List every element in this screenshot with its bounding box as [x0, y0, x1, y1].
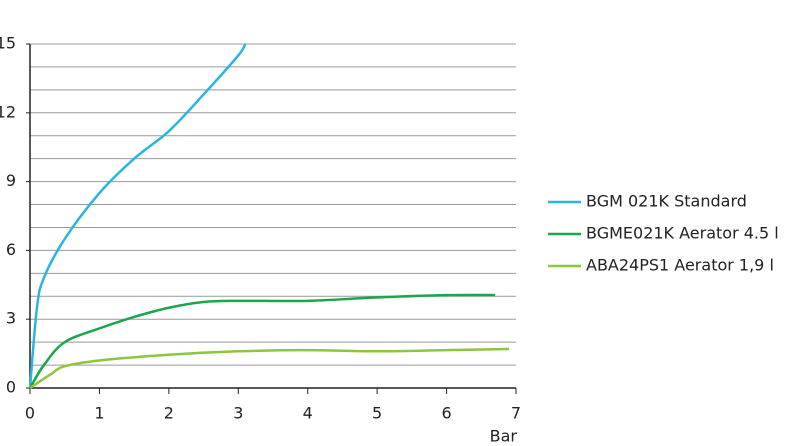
series-line	[28, 43, 247, 389]
y-tick-label: 3	[6, 309, 16, 328]
legend-label: BGM 021K Standard	[586, 192, 747, 211]
series-line	[29, 347, 510, 390]
y-tick-label: 0	[6, 378, 16, 397]
legend-label: BGME021K Aerator 4.5 l	[586, 224, 779, 243]
y-tick-label: 15	[0, 34, 16, 53]
x-tick-label: 6	[441, 404, 451, 423]
x-axis-label: Bar	[490, 427, 518, 446]
x-tick-label: 2	[164, 404, 174, 423]
y-tick-label: 12	[0, 102, 16, 121]
x-tick-label: 0	[25, 404, 35, 423]
legend-label: ABA24PS1 Aerator 1,9 l	[586, 256, 774, 275]
x-tick-label: 5	[372, 404, 382, 423]
x-tick-label: 7	[511, 404, 521, 423]
y-tick-label: 9	[6, 171, 16, 190]
x-tick-label: 4	[303, 404, 313, 423]
x-tick-label: 1	[94, 404, 104, 423]
y-tick-label: 6	[6, 240, 16, 259]
x-tick-label: 3	[233, 404, 243, 423]
series-line	[28, 293, 496, 389]
